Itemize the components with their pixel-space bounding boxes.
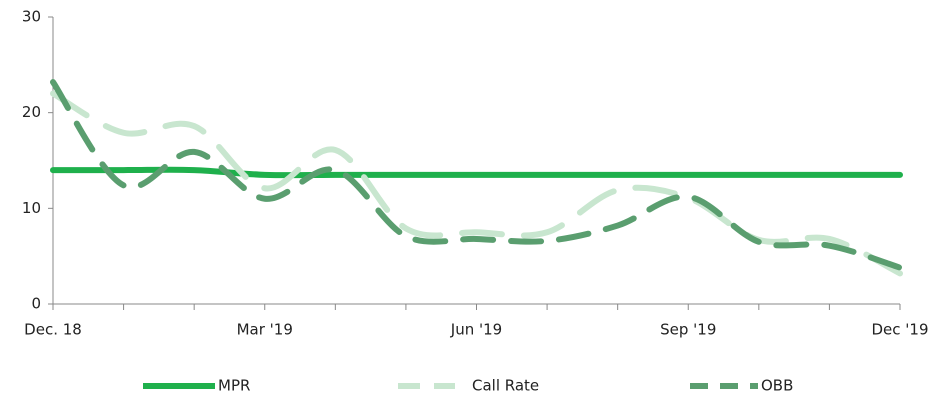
y-tick-label: 0 — [31, 295, 41, 313]
x-tick-label: Jun '19 — [450, 321, 502, 339]
legend-label: OBB — [761, 377, 793, 395]
y-tick-label: 20 — [22, 103, 41, 121]
x-tick-label: Mar '19 — [237, 321, 293, 339]
series-line — [50, 166, 903, 179]
y-tick-label: 30 — [22, 8, 41, 26]
x-tick-label: Dec. 18 — [24, 321, 82, 339]
series-line — [50, 79, 903, 271]
legend-label: MPR — [218, 377, 250, 395]
x-tick-label: Sep '19 — [660, 321, 716, 339]
y-tick-label: 10 — [22, 199, 41, 217]
series-line — [50, 90, 903, 277]
legend-label: Call Rate — [472, 377, 539, 395]
x-tick-label: Dec '19 — [871, 321, 928, 339]
